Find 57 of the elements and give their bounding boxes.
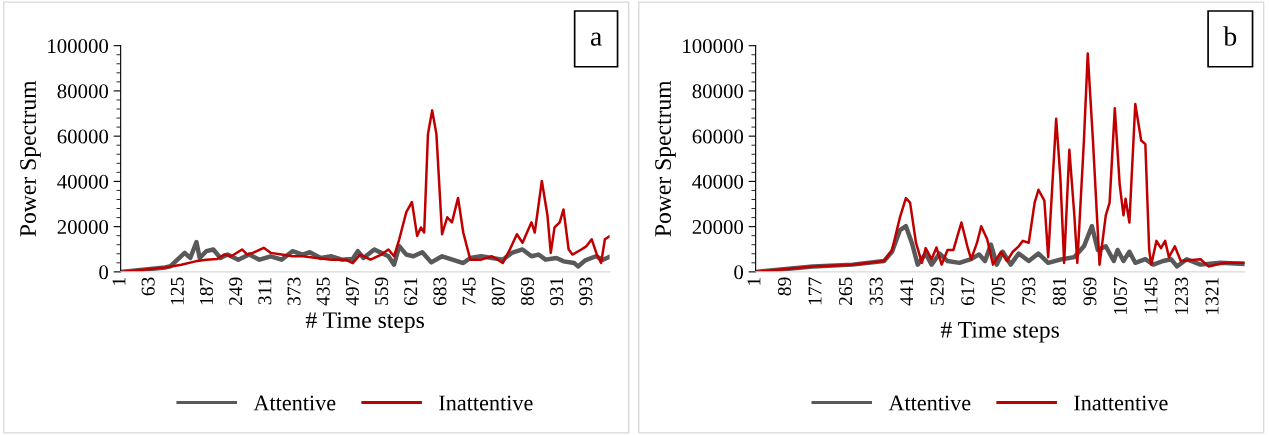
- x-tick-label: 1: [747, 277, 761, 285]
- x-axis-title: # Time steps: [305, 312, 424, 333]
- x-tick-label: 869: [520, 277, 534, 306]
- y-tick-label: 40000: [692, 174, 744, 189]
- x-tick-label: 793: [1022, 277, 1036, 305]
- x-tick-label: 177: [808, 277, 822, 305]
- x-tick-label: 125: [170, 277, 184, 305]
- x-tick-label: 1233: [1174, 277, 1189, 314]
- x-tick-label: 89: [777, 277, 792, 296]
- line-series: [120, 109, 610, 272]
- annotation: b: [1223, 26, 1237, 46]
- x-tick-label: 1321: [1205, 277, 1219, 314]
- x-tick-label: 993: [579, 277, 593, 306]
- x-tick-label: 881: [1052, 277, 1066, 306]
- y-tick-label: 60000: [692, 129, 744, 144]
- x-tick-label: 249: [229, 277, 243, 306]
- legend-label: Attentive: [888, 395, 971, 411]
- x-tick-label: 617: [961, 277, 975, 306]
- x-tick-label: 931: [550, 277, 564, 306]
- y-axis-title: Power Spectrum: [655, 80, 676, 237]
- legend-label: Inattentive: [439, 395, 533, 411]
- x-tick-label: 441: [900, 277, 914, 306]
- x-tick-label: 373: [287, 277, 301, 305]
- y-tick-label: 100000: [48, 39, 109, 54]
- x-tick-label: 969: [1083, 277, 1097, 306]
- y-tick-label: 100000: [683, 39, 744, 54]
- x-tick-label: 529: [930, 277, 944, 305]
- y-tick-label: 0: [734, 265, 744, 280]
- y-tick-label: 40000: [57, 174, 109, 189]
- y-tick-label: 80000: [57, 84, 109, 99]
- x-tick-label: 311: [258, 277, 272, 305]
- x-tick-label: 63: [141, 277, 155, 296]
- x-tick-label: 621: [404, 277, 418, 306]
- line-series: [755, 52, 1245, 272]
- x-tick-label: 559: [375, 277, 389, 305]
- x-axis-title: # Time steps: [940, 321, 1059, 343]
- annotation: a: [590, 32, 602, 46]
- x-tick-label: 807: [491, 277, 505, 306]
- x-tick-label: 705: [991, 277, 1005, 305]
- x-tick-label: 1057: [1113, 277, 1127, 314]
- legend-label: Attentive: [253, 395, 336, 411]
- x-tick-label: 683: [433, 277, 447, 306]
- x-tick-label: 435: [316, 277, 330, 306]
- legend-label: Inattentive: [1074, 395, 1168, 411]
- y-tick-label: 60000: [57, 129, 109, 144]
- x-tick-label: 265: [839, 277, 853, 306]
- x-tick-label: 1145: [1144, 277, 1158, 314]
- y-tick-label: 20000: [57, 220, 109, 235]
- x-tick-label: 497: [345, 277, 359, 306]
- x-tick-label: 353: [869, 277, 883, 305]
- x-tick-label: 745: [462, 277, 476, 305]
- y-tick-label: 20000: [692, 220, 744, 235]
- y-tick-label: 0: [99, 265, 109, 280]
- y-tick-label: 80000: [692, 84, 744, 99]
- x-tick-label: 1: [112, 277, 126, 285]
- x-tick-label: 187: [199, 277, 214, 305]
- y-axis-title: Power Spectrum: [20, 80, 41, 237]
